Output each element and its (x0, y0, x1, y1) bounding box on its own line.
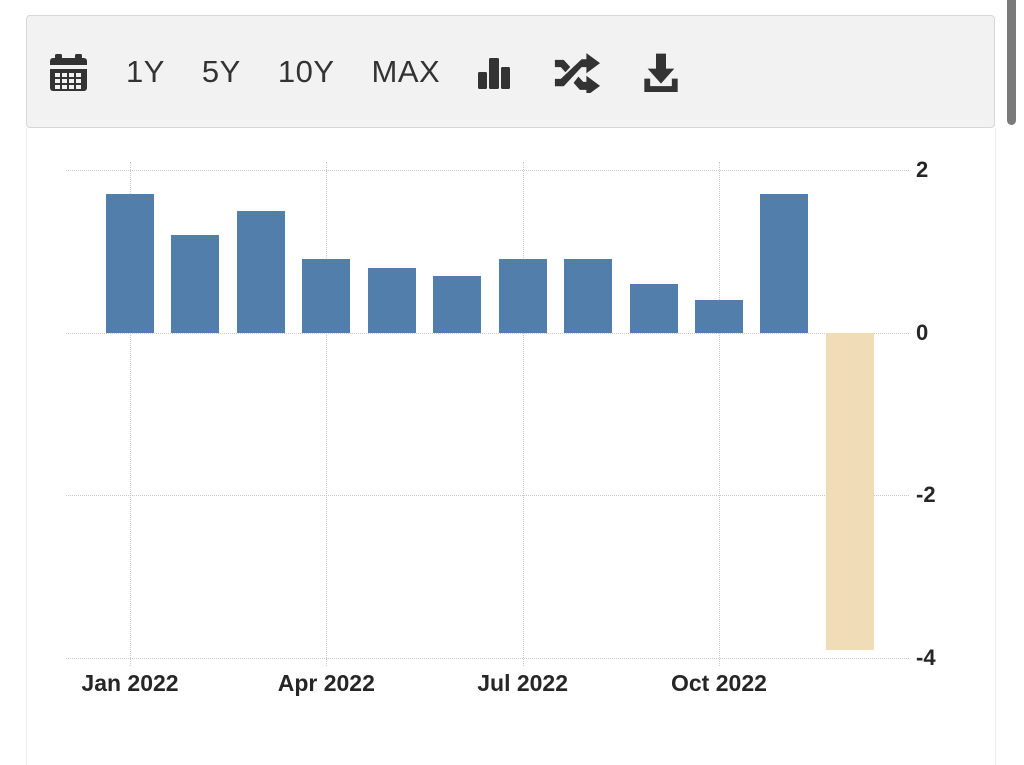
calendar-icon (48, 51, 89, 93)
bar-nov-2022[interactable] (760, 194, 809, 333)
range-button-1y[interactable]: 1Y (126, 54, 165, 89)
gridline-vertical (522, 162, 524, 666)
bar-dec-2022[interactable] (825, 332, 874, 650)
gridline-horizontal (66, 170, 909, 171)
gridline-vertical (326, 162, 328, 666)
compare-button[interactable] (552, 51, 604, 93)
x-axis-label: Jan 2022 (81, 670, 179, 696)
y-axis-label: 0 (916, 319, 929, 345)
bar-aug-2022[interactable] (564, 259, 613, 333)
bar-sep-2022[interactable] (629, 283, 678, 333)
scrollbar-thumb[interactable] (1007, 0, 1016, 125)
range-button-max[interactable]: MAX (371, 54, 441, 89)
chart-type-button[interactable] (473, 51, 515, 93)
bar-oct-2022[interactable] (694, 300, 743, 333)
range-button-5y[interactable]: 5Y (201, 54, 241, 89)
x-axis-label: Apr 2022 (277, 670, 375, 696)
download-icon (641, 50, 681, 94)
download-button[interactable] (641, 50, 681, 94)
bar-chart-icon (473, 51, 515, 93)
bar-jun-2022[interactable] (433, 275, 482, 333)
bar-may-2022[interactable] (367, 267, 416, 333)
gridline-horizontal (66, 495, 909, 497)
calendar-button[interactable] (48, 51, 89, 93)
y-axis-label: -2 (916, 482, 936, 508)
range-button-10y[interactable]: 10Y (277, 54, 335, 89)
shuffle-icon (552, 51, 604, 93)
y-axis-label: 2 (916, 157, 929, 182)
gridline-horizontal (66, 658, 909, 659)
chart-container: 2 0 -2 -4 Jan 2022 Apr 2022 Jul 2022 Oct 2022 (26, 128, 996, 765)
bar-mar-2022[interactable] (236, 210, 285, 333)
x-axis-label: Oct 2022 (671, 670, 767, 696)
gridline-horizontal (66, 332, 909, 334)
bar-feb-2022[interactable] (171, 235, 220, 333)
bar-apr-2022[interactable] (302, 259, 351, 333)
y-axis-label: -4 (916, 645, 936, 670)
bar-jan-2022[interactable] (106, 194, 154, 333)
x-axis-label: Jul 2022 (477, 670, 569, 696)
gridline-vertical (718, 162, 720, 666)
chart-toolbar: 1Y 5Y 10Y MAX (26, 15, 995, 128)
plot-area (66, 162, 909, 666)
bar-jul-2022[interactable] (498, 259, 547, 333)
gridline-vertical (130, 162, 131, 666)
